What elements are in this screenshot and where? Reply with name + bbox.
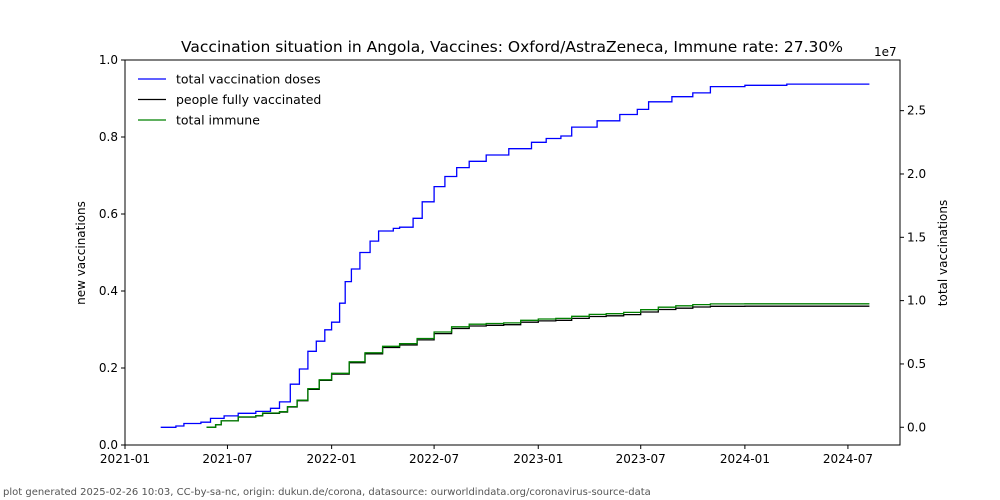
footer-note: plot generated 2025-02-26 10:03, CC-by-s… bbox=[3, 487, 651, 498]
x-tick-label-3: 2022-07 bbox=[409, 452, 459, 466]
right-tick-label-2: 1.0 bbox=[907, 294, 926, 308]
legend: total vaccination doses people fully vacc… bbox=[138, 72, 321, 128]
right-tick-label-1: 0.5 bbox=[907, 357, 926, 371]
right-tick-label-3: 1.5 bbox=[907, 230, 926, 244]
x-tick-label-0: 2021-01 bbox=[100, 452, 150, 466]
left-tick-label-3: 0.6 bbox=[99, 207, 118, 221]
series-line-0 bbox=[160, 83, 870, 428]
plot-frame bbox=[124, 59, 901, 446]
legend-label-0: total vaccination doses bbox=[176, 72, 321, 87]
series-line-2 bbox=[206, 303, 870, 428]
right-axis-multiplier: 1e7 bbox=[874, 45, 897, 59]
left-tick-label-2: 0.4 bbox=[99, 284, 118, 298]
left-axis-label: new vaccinations bbox=[74, 201, 88, 305]
left-tick-label-5: 1.0 bbox=[99, 53, 118, 67]
axes-layer: 2021-01 2021-07 2022-01 2022-07 2023-01 2023-… bbox=[99, 53, 926, 466]
right-tick-label-5: 2.5 bbox=[907, 104, 926, 118]
x-tick-label-6: 2024-01 bbox=[720, 452, 770, 466]
series-layer bbox=[160, 83, 870, 428]
legend-label-1: people fully vaccinated bbox=[176, 92, 321, 107]
x-tick-label-7: 2024-07 bbox=[823, 452, 873, 466]
legend-label-2: total immune bbox=[176, 113, 260, 128]
x-tick-label-5: 2023-07 bbox=[616, 452, 666, 466]
right-tick-label-4: 2.0 bbox=[907, 167, 926, 181]
left-tick-label-0: 0.0 bbox=[99, 438, 118, 452]
x-tick-label-4: 2023-01 bbox=[513, 452, 563, 466]
right-axis-label: total vaccinations bbox=[936, 200, 950, 306]
right-tick-label-0: 0.0 bbox=[907, 420, 926, 434]
series-line-1 bbox=[206, 305, 870, 428]
left-tick-label-1: 0.2 bbox=[99, 361, 118, 375]
left-tick-label-4: 0.8 bbox=[99, 130, 118, 144]
chart-title: Vaccination situation in Angola, Vaccine… bbox=[181, 38, 843, 56]
x-tick-label-1: 2021-07 bbox=[202, 452, 252, 466]
x-tick-label-2: 2022-01 bbox=[307, 452, 357, 466]
